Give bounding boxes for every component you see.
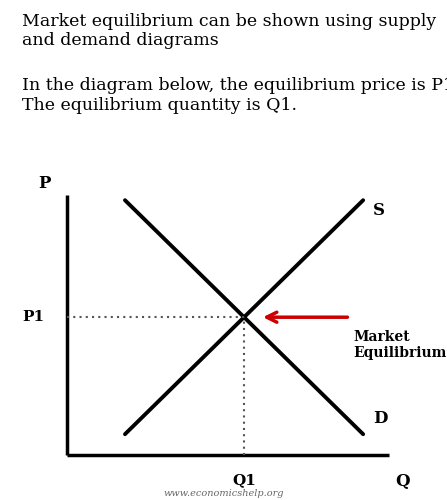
Text: Market
Equilibrium: Market Equilibrium: [354, 330, 447, 360]
Text: www.economicshelp.org: www.economicshelp.org: [163, 488, 284, 498]
Text: Q: Q: [395, 473, 410, 490]
Text: D: D: [373, 410, 387, 427]
Text: In the diagram below, the equilibrium price is P1.
The equilibrium quantity is Q: In the diagram below, the equilibrium pr…: [22, 78, 447, 114]
Text: Q1: Q1: [232, 473, 256, 487]
Text: Market equilibrium can be shown using supply
and demand diagrams: Market equilibrium can be shown using su…: [22, 12, 437, 49]
Text: P1: P1: [22, 310, 45, 324]
Text: S: S: [373, 202, 385, 219]
Text: P: P: [38, 176, 51, 192]
